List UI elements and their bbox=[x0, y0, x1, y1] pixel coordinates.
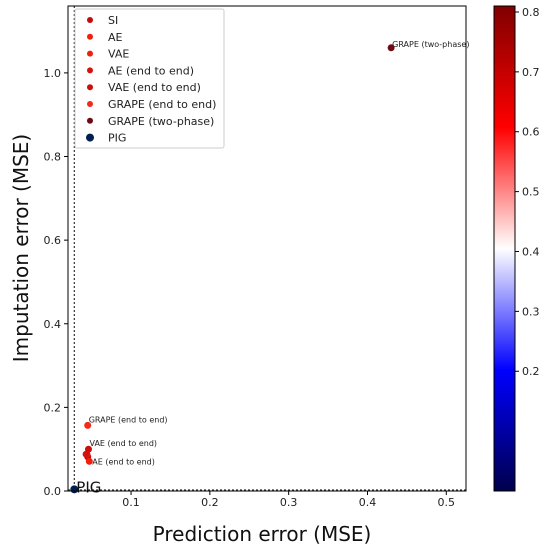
legend-marker bbox=[87, 101, 93, 107]
colorbar-tick-label: 0.7 bbox=[522, 66, 540, 79]
legend-label: GRAPE (end to end) bbox=[108, 98, 216, 111]
legend-label: VAE (end to end) bbox=[108, 81, 201, 94]
colorbar-tick-label: 0.8 bbox=[522, 6, 540, 19]
y-axis-title: Imputation error (MSE) bbox=[9, 134, 33, 363]
plot-frame bbox=[67, 5, 467, 492]
legend-box bbox=[74, 8, 225, 149]
legend-label: AE (end to end) bbox=[108, 64, 194, 77]
legend-marker bbox=[87, 67, 93, 74]
legend-marker bbox=[87, 50, 93, 57]
y-tick-label: 0.6 bbox=[44, 234, 62, 247]
x-axis-title: Prediction error (MSE) bbox=[153, 522, 372, 546]
legend-marker bbox=[87, 117, 93, 124]
colorbar: 0.2 0.3 0.4 0.5 0.6 0.7 0.8 bbox=[493, 5, 540, 492]
y-tick-label: 0.0 bbox=[44, 485, 62, 498]
legend-label: VAE bbox=[108, 48, 129, 61]
legend-label: AE bbox=[108, 31, 123, 44]
colorbar-tick-label: 0.5 bbox=[522, 186, 540, 199]
y-tick-label: 0.4 bbox=[44, 318, 62, 331]
x-tick-label: 0.2 bbox=[201, 496, 219, 509]
legend-marker bbox=[87, 84, 93, 91]
colorbar-gradient bbox=[493, 5, 516, 492]
legend-label: SI bbox=[108, 14, 118, 27]
x-tick-label: 0.3 bbox=[280, 496, 298, 509]
legend-marker bbox=[87, 33, 93, 40]
colorbar-tick-label: 0.3 bbox=[522, 305, 540, 318]
colorbar-tick-label: 0.4 bbox=[522, 245, 540, 258]
x-tick-label: 0.4 bbox=[359, 496, 377, 509]
point-annotation: VAE (end to end) bbox=[89, 439, 157, 448]
legend-label: GRAPE (two-phase) bbox=[108, 115, 214, 128]
legend: SI AE VAE AE (end to end) VAE (end to end) GR… bbox=[74, 8, 225, 149]
point-annotation: AE (end to end) bbox=[92, 457, 155, 466]
data-point bbox=[84, 445, 92, 453]
data-point bbox=[85, 457, 93, 465]
colorbar-tick-label: 0.6 bbox=[522, 126, 540, 139]
point-annotation: GRAPE (two-phase) bbox=[392, 40, 469, 49]
point-annotation: GRAPE (end to end) bbox=[89, 415, 168, 424]
x-tick-label: 0.5 bbox=[438, 496, 456, 509]
point-annotation: PIG bbox=[76, 478, 101, 496]
y-tick-label: 1.0 bbox=[44, 67, 62, 80]
x-tick-label: 0.1 bbox=[122, 496, 140, 509]
data-point bbox=[387, 44, 395, 52]
y-tick-label: 0.8 bbox=[44, 151, 62, 164]
legend-marker bbox=[87, 17, 93, 23]
data-point bbox=[84, 421, 92, 429]
colorbar-tick-label: 0.2 bbox=[522, 365, 540, 378]
legend-marker bbox=[86, 133, 94, 142]
y-tick-label: 0.2 bbox=[44, 401, 62, 414]
legend-label: PIG bbox=[108, 132, 126, 145]
